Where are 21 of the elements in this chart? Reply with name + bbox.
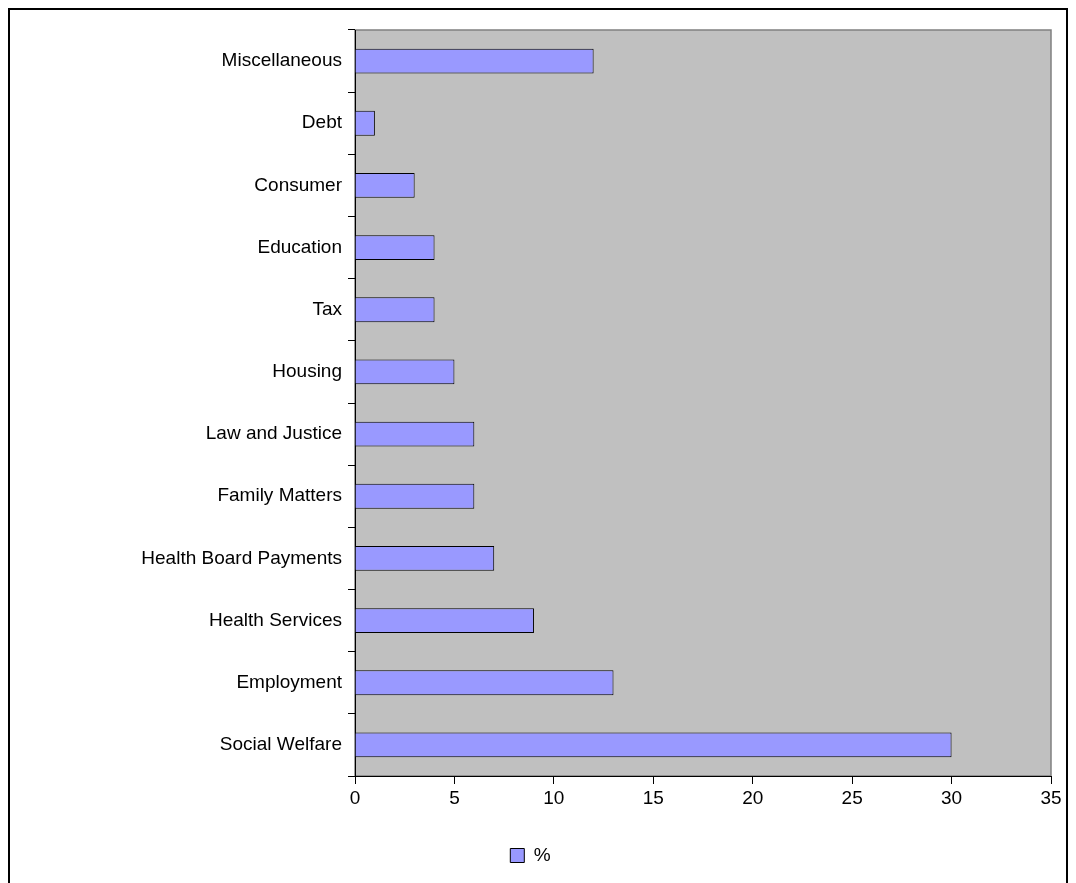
y-tick-label: Health Services: [208, 608, 342, 630]
y-tick-label: Tax: [312, 297, 343, 319]
x-tick-label: 25: [841, 786, 863, 808]
y-tick-label: Housing: [272, 360, 342, 382]
x-tick-label: 30: [941, 786, 963, 808]
x-tick-label: 0: [349, 786, 361, 808]
y-tick-label: Social Welfare: [219, 733, 342, 755]
x-tick-label: 20: [742, 786, 764, 808]
y-tick-label: Consumer: [254, 173, 343, 195]
y-tick-label: Family Matters: [217, 484, 342, 506]
y-tick-label: Employment: [236, 670, 343, 692]
y-tick-label: Health Board Payments: [141, 546, 342, 568]
x-tick-label: 35: [1040, 786, 1062, 808]
legend-label: %: [533, 843, 551, 865]
x-tick-label: 5: [449, 786, 460, 808]
y-tick-label: Debt: [301, 111, 343, 133]
y-tick-label: Education: [257, 235, 342, 257]
y-tick-label: Law and Justice: [205, 422, 342, 444]
y-tick-label: Miscellaneous: [221, 49, 342, 71]
x-tick-label: 15: [642, 786, 664, 808]
x-tick-label: 10: [543, 786, 565, 808]
